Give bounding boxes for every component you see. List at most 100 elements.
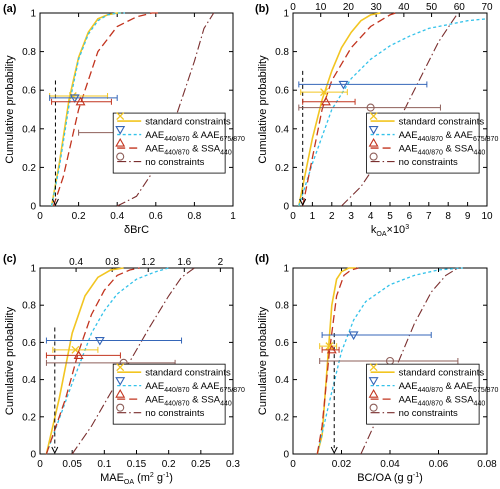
- y-axis-label: Cumulative probability: [4, 306, 16, 415]
- x-tick-label: 0.15: [127, 459, 147, 470]
- top-tick-label: 50: [426, 2, 438, 13]
- legend-label-aae2: AAE440/870 & AAE675/870: [145, 130, 245, 143]
- legend-label-none: no constraints: [145, 408, 204, 419]
- panel-tag: (c): [3, 253, 17, 265]
- x-tick-label: 3: [348, 211, 354, 222]
- plot-frame: [39, 12, 234, 207]
- legend-box: [112, 112, 226, 174]
- y-tick-label: 0.4: [275, 124, 289, 135]
- y-tick-label: 1: [30, 264, 36, 275]
- x-tick-label: 0.06: [429, 459, 449, 470]
- reference-arrow: [51, 446, 59, 455]
- legend-box: [112, 363, 226, 425]
- legend-label-none: no constraints: [399, 157, 458, 168]
- top-tick-label: 30: [371, 2, 383, 13]
- legend-marker-aae2: [368, 377, 379, 386]
- cdf-curve-aae2: [316, 267, 463, 455]
- top-tick-label: 60: [454, 2, 466, 13]
- y-tick-label: 0: [283, 202, 289, 213]
- y-tick-label: 0.2: [22, 412, 36, 423]
- y-tick-label: 0.2: [22, 163, 36, 174]
- x-tick-label: 0.2: [72, 211, 86, 222]
- legend-marker-aae2: [115, 377, 126, 386]
- errorbar-marker-aae2: [338, 80, 349, 90]
- top-tick-label: 10: [315, 2, 327, 13]
- legend-marker-none: [369, 403, 378, 412]
- cdf-curve-standard: [45, 267, 124, 455]
- x-tick-label: 0: [37, 459, 43, 470]
- legend-label-standard: standard constraints: [145, 117, 231, 128]
- cdf-curve-none: [116, 12, 215, 207]
- legend-marker-none: [116, 152, 125, 161]
- top-tick-label: 0: [290, 2, 296, 13]
- legend-label-aae2: AAE440/870 & AAE675/870: [145, 381, 245, 394]
- x-tick-label: 8: [445, 211, 451, 222]
- legend-label-standard: standard constraints: [399, 117, 485, 128]
- top-tick-label: 1.2: [141, 257, 155, 268]
- y-tick-label: 0: [30, 450, 36, 461]
- legend-label-standard: standard constraints: [145, 368, 231, 379]
- cdf-curve-ssa: [316, 267, 359, 455]
- top-tick-label: 0.4: [69, 257, 83, 268]
- legend-label-ssa: AAE440/870 & SSA440: [145, 144, 232, 157]
- legend-box: [366, 112, 480, 174]
- x-tick-label: 6: [407, 211, 413, 222]
- cdf-curve-aae2: [298, 18, 488, 207]
- legend-label-none: no constraints: [145, 157, 204, 168]
- legend-label-aae2: AAE440/870 & AAE675/870: [399, 381, 499, 394]
- x-tick-label: 0.04: [380, 459, 400, 470]
- errorbar-marker-ssa: [73, 350, 84, 359]
- x-tick-label: 0.1: [97, 459, 111, 470]
- y-tick-label: 1: [283, 264, 289, 275]
- y-axis-label: Cumulative probability: [4, 55, 16, 164]
- legend-marker-standard: [116, 112, 125, 121]
- legend-label-ssa: AAE440/870 & SSA440: [145, 395, 232, 408]
- x-axis-label: BC/OA (g g-1): [357, 472, 423, 484]
- top-tick-label: 70: [481, 2, 493, 13]
- y-tick-label: 0.2: [275, 163, 289, 174]
- y-tick-label: 0.4: [275, 375, 289, 386]
- top-tick-label: 2: [218, 257, 224, 268]
- panel-b: (b)0 1 2 3 4 5 6 7 8 9 100 10 20 30 40 50 60 7000.20.40.6…: [255, 2, 498, 238]
- legend-marker-ssa: [368, 389, 379, 398]
- legend-marker-ssa: [115, 137, 126, 147]
- cdf-curve-standard: [298, 12, 381, 207]
- reference-arrow: [51, 198, 59, 207]
- x-tick-label: 0.02: [332, 459, 352, 470]
- panel-tag: (b): [255, 3, 269, 15]
- x-tick-label: 0.8: [187, 211, 201, 222]
- y-tick-label: 0.8: [22, 47, 36, 58]
- errorbar-marker-aae2: [94, 336, 105, 346]
- x-tick-label: 0.3: [226, 459, 240, 470]
- errorbar-marker-ssa: [326, 344, 337, 354]
- panel-c: (c) 0 0.05 0.1 0.15 0.2 0.25 0.3 0.4 0.8 1.2 1.6 2 0 0…: [3, 253, 245, 486]
- x-axis-label: kOA×103: [371, 224, 409, 238]
- x-tick-label: 0: [290, 459, 296, 470]
- x-tick-label: 1: [310, 211, 316, 222]
- top-tick-label: 1.6: [177, 257, 191, 268]
- errorbar-marker-none: [366, 103, 375, 112]
- y-tick-label: 1: [283, 9, 289, 20]
- y-tick-label: 0.8: [275, 47, 289, 58]
- y-tick-label: 0.2: [275, 412, 289, 423]
- cdf-curve-ssa: [52, 12, 160, 207]
- errorbar-marker-standard: [325, 342, 334, 351]
- y-tick-label: 0.4: [22, 375, 36, 386]
- y-tick-label: 0.6: [22, 86, 36, 97]
- legend-label-ssa: AAE440/870 & SSA440: [399, 395, 486, 408]
- y-tick-label: 0.8: [22, 301, 36, 312]
- panel-a: (a) 0 0.2 0.4 0.6 0.8 1 0 0.2 0.4 0.6 0.8 1 Cumulativ…: [3, 3, 245, 236]
- y-axis-label: Cumulative probability: [257, 55, 269, 164]
- y-tick-label: 0.6: [275, 86, 289, 97]
- panel-tag: (d): [255, 253, 269, 265]
- panel-tag: (a): [3, 3, 17, 15]
- errorbar-marker-ssa: [321, 96, 331, 106]
- x-tick-label: 9: [465, 211, 471, 222]
- y-tick-label: 0.4: [22, 124, 36, 135]
- y-tick-label: 0.6: [22, 338, 36, 349]
- x-tick-label: 1: [230, 211, 236, 222]
- x-tick-label: 0: [37, 211, 43, 222]
- x-tick-label: 0: [290, 211, 296, 222]
- y-tick-label: 0: [283, 450, 289, 461]
